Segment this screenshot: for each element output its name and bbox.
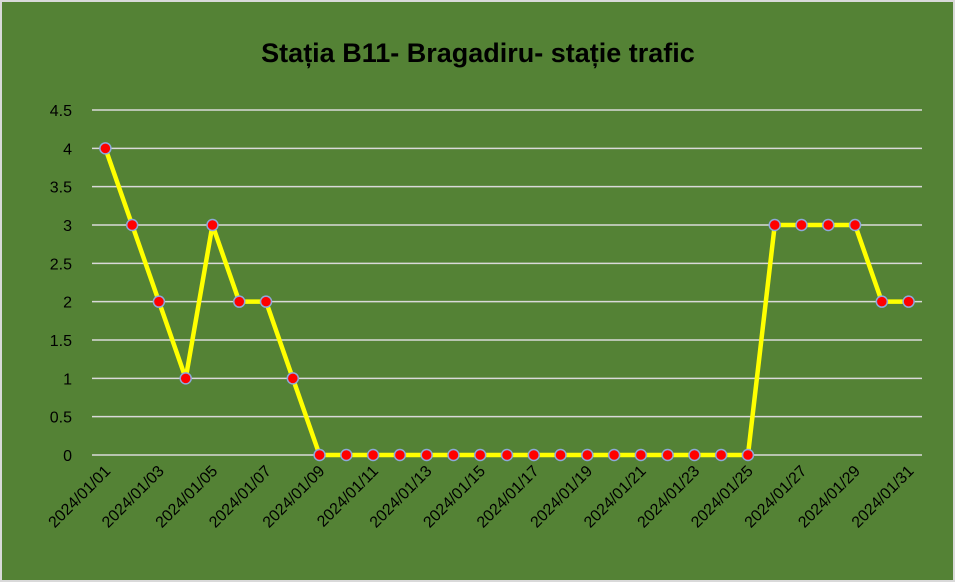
chart-title: Stația B11- Bragadiru- stație trafic xyxy=(261,38,695,68)
marker xyxy=(340,448,353,462)
marker xyxy=(607,448,621,462)
marker xyxy=(875,295,889,308)
y-tick-label: 1 xyxy=(63,371,72,388)
y-tick-label: 2 xyxy=(63,295,72,312)
marker xyxy=(393,448,407,462)
marker xyxy=(688,448,701,462)
marker xyxy=(179,372,192,385)
marker xyxy=(768,218,781,232)
y-tick-label: 3.5 xyxy=(50,180,72,197)
marker xyxy=(366,448,380,462)
y-tick-label: 3 xyxy=(63,218,72,235)
marker xyxy=(714,448,728,462)
marker xyxy=(741,448,755,462)
marker xyxy=(634,448,648,462)
marker xyxy=(286,372,300,385)
marker xyxy=(473,448,487,462)
y-tick-label: 2.5 xyxy=(50,256,72,273)
marker xyxy=(313,448,326,462)
marker xyxy=(822,218,835,232)
marker xyxy=(99,142,112,155)
marker xyxy=(795,218,808,232)
y-tick-label: 0.5 xyxy=(50,410,72,427)
marker xyxy=(848,218,862,232)
marker xyxy=(259,295,273,308)
marker xyxy=(206,218,219,232)
marker xyxy=(152,295,166,308)
marker xyxy=(527,448,541,462)
marker xyxy=(125,218,139,232)
marker xyxy=(661,448,674,462)
y-tick-label: 4.5 xyxy=(50,103,72,120)
marker xyxy=(581,448,594,462)
marker xyxy=(447,448,460,462)
y-tick-label: 1.5 xyxy=(50,333,72,350)
y-tick-label: 4 xyxy=(63,141,72,158)
marker xyxy=(420,448,433,462)
marker xyxy=(554,448,567,462)
marker xyxy=(902,295,915,308)
y-tick-label: 0 xyxy=(63,448,72,465)
marker xyxy=(500,448,514,462)
marker xyxy=(233,295,246,308)
